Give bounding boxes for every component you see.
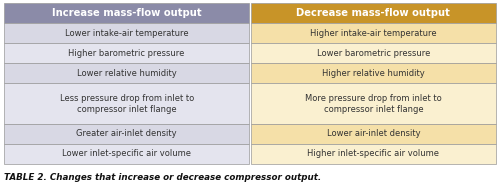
Bar (250, 63, 496, 83)
Text: TABLE 2. Changes that increase or decrease compressor output.: TABLE 2. Changes that increase or decrea… (4, 173, 321, 181)
Text: Decrease mass-flow output: Decrease mass-flow output (296, 8, 450, 18)
Text: Lower air-inlet density: Lower air-inlet density (326, 129, 420, 138)
Text: Lower inlet-specific air volume: Lower inlet-specific air volume (62, 149, 191, 158)
Bar (250, 43, 496, 63)
Bar (4, 43, 249, 63)
Text: Lower barometric pressure: Lower barometric pressure (316, 49, 430, 58)
Bar (4, 124, 249, 144)
Bar (250, 3, 496, 23)
Bar (250, 83, 496, 124)
Text: Less pressure drop from inlet to
compressor inlet flange: Less pressure drop from inlet to compres… (60, 93, 194, 114)
Text: Higher barometric pressure: Higher barometric pressure (68, 49, 185, 58)
Bar (250, 144, 496, 164)
Text: Greater air-inlet density: Greater air-inlet density (76, 129, 177, 138)
Text: Higher inlet-specific air volume: Higher inlet-specific air volume (308, 149, 440, 158)
Bar (4, 23, 249, 43)
Text: Increase mass-flow output: Increase mass-flow output (52, 8, 202, 18)
Text: Lower intake-air temperature: Lower intake-air temperature (65, 29, 188, 38)
Text: Higher intake-air temperature: Higher intake-air temperature (310, 29, 436, 38)
Bar (4, 3, 249, 23)
Bar (250, 23, 496, 43)
Text: More pressure drop from inlet to
compressor inlet flange: More pressure drop from inlet to compres… (305, 93, 442, 114)
Bar (4, 83, 249, 124)
Bar (250, 124, 496, 144)
Text: Lower relative humidity: Lower relative humidity (77, 69, 176, 78)
Bar (4, 63, 249, 83)
Text: Higher relative humidity: Higher relative humidity (322, 69, 425, 78)
Bar (4, 144, 249, 164)
